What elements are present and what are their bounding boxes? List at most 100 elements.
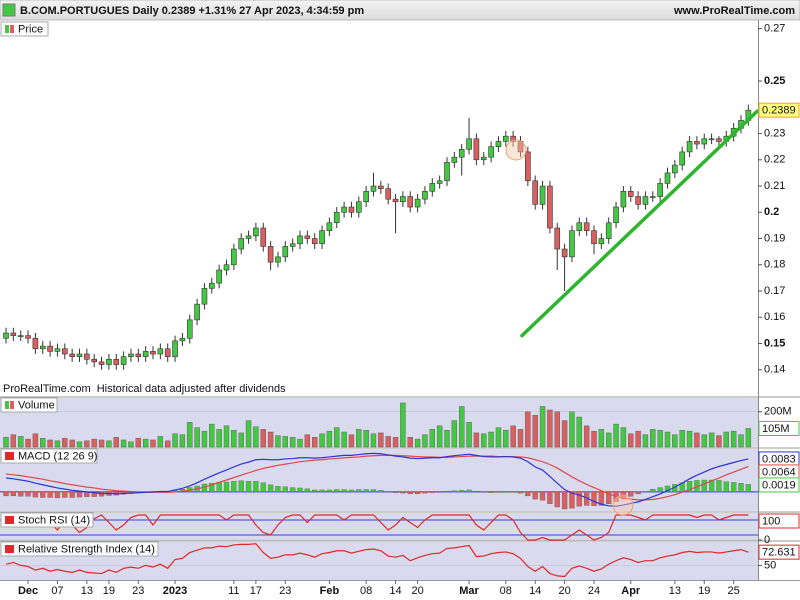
macd-histogram-bar <box>738 483 744 493</box>
x-tick-label: 13 <box>81 585 93 597</box>
candle-body <box>106 358 112 365</box>
volume-bar <box>664 431 671 448</box>
volume-bar <box>539 406 546 448</box>
macd-histogram-bar <box>223 481 230 493</box>
candle-body <box>679 151 686 166</box>
stoch-panel <box>0 513 758 540</box>
candle-body <box>135 353 142 357</box>
volume-bar <box>569 411 575 448</box>
candle-body <box>319 230 325 245</box>
candle-body <box>547 185 553 229</box>
volume-bar <box>488 431 494 448</box>
candle-body <box>76 353 83 357</box>
legend-icon <box>5 516 14 524</box>
volume-bar <box>84 440 90 448</box>
candle-body <box>385 188 392 200</box>
volume-bar <box>304 434 311 448</box>
macd-histogram-bar <box>686 481 693 493</box>
candle-body <box>561 248 568 258</box>
macd-histogram-bar <box>701 479 707 493</box>
x-tick-label: 08 <box>500 585 512 597</box>
volume-bar <box>231 430 237 448</box>
candle-body <box>348 206 355 213</box>
candle-body <box>686 141 693 153</box>
candle-body <box>326 222 333 231</box>
volume-bar <box>282 436 288 448</box>
macd-histogram-bar <box>91 491 97 497</box>
value-label: 0.0019 <box>762 479 796 491</box>
volume-bar <box>3 437 9 448</box>
candle-body <box>613 206 619 224</box>
volume-bar <box>466 422 472 448</box>
legend-icon <box>10 25 14 33</box>
volume-bar <box>679 430 685 448</box>
volume-bar <box>91 438 97 448</box>
macd-histogram-bar <box>356 489 362 493</box>
y-tick-label: 0 <box>764 534 770 546</box>
volume-bar <box>113 437 119 448</box>
macd-histogram-bar <box>54 491 61 499</box>
volume-bar <box>275 435 281 448</box>
macd-histogram-bar <box>429 491 435 493</box>
header-icon <box>2 3 16 17</box>
macd-histogram-bar <box>47 491 53 498</box>
candle-body <box>17 335 24 337</box>
y-tick-label: 0.16 <box>764 311 785 323</box>
candle-body <box>458 148 465 158</box>
macd-histogram-bar <box>459 490 465 493</box>
header-site: www.ProRealTime.com <box>673 5 795 17</box>
x-tick-label: Feb <box>320 585 340 597</box>
legend-label: MACD (12 26 9) <box>18 450 97 462</box>
candle-body <box>444 162 450 182</box>
macd-histogram-bar <box>657 487 663 493</box>
volume-bar <box>253 426 259 448</box>
candle-body <box>627 190 634 197</box>
volume-bar <box>547 409 553 448</box>
macd-histogram-bar <box>209 483 215 493</box>
candle-body <box>333 211 340 224</box>
candle-body <box>238 238 244 250</box>
x-tick-label: 24 <box>588 585 600 597</box>
candle-body <box>620 190 627 208</box>
macd-histogram-bar <box>25 491 31 497</box>
macd-histogram-bar <box>312 489 318 493</box>
macd-histogram-bar <box>400 491 406 494</box>
y-tick-label: 0.22 <box>764 154 785 166</box>
candle-body <box>708 138 715 141</box>
candle-body <box>400 196 406 203</box>
volume-bar <box>54 440 61 448</box>
legend-icon <box>5 401 9 409</box>
volume-bar <box>201 430 208 448</box>
legend-label: Volume <box>18 399 55 411</box>
value-label: 0.2389 <box>762 105 796 117</box>
x-tick-label: 14 <box>529 585 541 597</box>
macd-histogram-bar <box>370 489 377 493</box>
marks: 0.27 0.25 0.23 0.22 0.21 0.2 0.19 0.18 0.17 0.16 0… <box>0 22 800 597</box>
candle-body <box>297 235 303 245</box>
candle-body <box>451 156 458 163</box>
candle-body <box>179 337 186 342</box>
candle-body <box>657 183 663 197</box>
candle-body <box>466 138 472 150</box>
volume-bar <box>525 411 531 448</box>
macd-histogram-bar <box>436 491 443 493</box>
volume-bar <box>76 441 83 448</box>
volume-bar <box>650 429 656 448</box>
note: ProRealTime.com Historical data adjusted… <box>3 383 286 395</box>
candle-body <box>672 164 678 174</box>
macd-histogram-bar <box>650 488 656 493</box>
volume-bar <box>179 434 186 448</box>
macd-histogram-bar <box>275 486 281 493</box>
value-box <box>758 513 800 529</box>
legend-icon <box>10 401 14 409</box>
volume-bar <box>267 431 274 448</box>
legend-label: Stoch RSI (14) <box>18 514 90 526</box>
volume-bar <box>187 422 193 448</box>
candle-body <box>216 269 222 284</box>
volume-bar <box>297 438 303 448</box>
macd-histogram-bar <box>716 480 722 493</box>
highlight-circle <box>505 139 527 161</box>
macd-histogram-bar <box>481 491 487 493</box>
candle-body <box>539 185 546 205</box>
